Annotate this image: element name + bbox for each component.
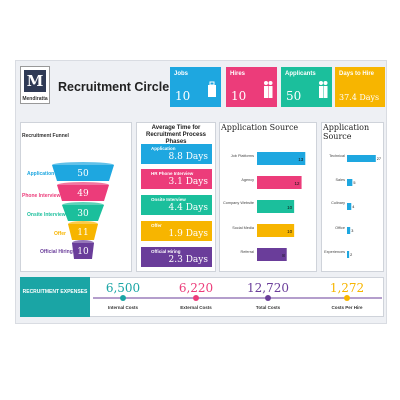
department-panel: [321, 122, 384, 272]
expense-value: 12,720: [247, 281, 289, 295]
department-category-label: Sales: [335, 178, 346, 182]
kpi-value: 50: [286, 89, 302, 103]
kpi-label: Hires: [230, 71, 246, 77]
phase-value: 1.9 Days: [168, 229, 208, 239]
page-title: Recruitment Circle: [58, 80, 170, 94]
phase-value: 4.4 Days: [168, 203, 208, 213]
phase-card-application: Application 8.8 Days: [141, 144, 212, 164]
phase-card-offer: Offer 1.9 Days: [141, 221, 212, 241]
logo-text: Mendiratta: [22, 96, 48, 102]
time-title: Average Time for Recruitment Process Pha…: [145, 125, 207, 145]
source-category-label: Referral: [240, 250, 254, 254]
expense-label: External Costs: [180, 305, 212, 310]
source-panel: [219, 122, 317, 272]
phase-value: 2.3 Days: [168, 255, 208, 265]
funnel-stage-label: Official Hiring: [40, 249, 73, 255]
expense-label: Internal Costs: [107, 305, 138, 310]
expense-value: 1,272: [329, 281, 365, 295]
phase-value: 8.8 Days: [168, 152, 208, 162]
kpi-label: Applicants: [285, 71, 316, 77]
logo-letter: M: [26, 72, 44, 90]
department-category-label: Culinary: [331, 201, 345, 205]
expense-value: 6,500: [105, 281, 141, 295]
source-category-label: Agency: [241, 178, 254, 182]
source-category-label: Job Platforms: [230, 154, 254, 158]
phase-label: Official Hiring: [151, 249, 181, 254]
kpi-value: 10: [175, 89, 191, 103]
kpi-label: Days to Hire: [339, 71, 375, 77]
people-icon: [319, 81, 328, 98]
source-category-label: Social Media: [232, 226, 254, 230]
phase-label: Application: [151, 146, 176, 151]
department-category-label: Experiences: [324, 250, 345, 254]
phase-value: 3.1 Days: [168, 177, 208, 187]
phase-card-phone-interview: HR Phone Interview 3.1 Days: [141, 169, 212, 189]
expense-label: Costs Per Hire: [331, 305, 363, 310]
funnel-title: Recruitment Funnel: [22, 133, 69, 139]
kpi-applicants: Applicants 50: [281, 67, 332, 107]
department-category-label: Technical: [329, 154, 345, 158]
phase-label: Offer: [151, 223, 162, 228]
kpi-days-to-hire: Days to Hire 37.4 Days: [335, 67, 385, 107]
expense-value: 6,220: [178, 281, 214, 295]
funnel-stage-label: Application: [27, 171, 55, 177]
expense-label: Total Costs: [255, 305, 281, 310]
phase-card-onsite-interview: Onsite Interview 4.4 Days: [141, 195, 212, 215]
department-chart-title: Application Source: [323, 123, 370, 141]
source-category-label: Company Website: [223, 201, 254, 205]
briefcase-icon: [208, 81, 216, 97]
funnel-stage-label: Offer: [54, 231, 66, 237]
phase-card-official-hiring: Official Hiring 2.3 Days: [141, 247, 212, 267]
company-logo: M Mendiratta: [20, 66, 50, 104]
funnel-stage-label: Onsite Interview: [27, 212, 66, 218]
kpi-value: 37.4 Days: [339, 93, 380, 102]
source-chart-title: Application Source: [221, 123, 299, 132]
phase-label: HR Phone Interview: [151, 171, 194, 176]
expenses-title: RECRUITMENT EXPENSES: [20, 277, 90, 317]
phase-label: Onsite Interview: [151, 197, 186, 202]
funnel-stage-label: Phone Interview: [22, 193, 61, 199]
department-category-label: Office: [335, 226, 345, 230]
kpi-hires: Hires 10: [226, 67, 277, 107]
kpi-jobs: Jobs 10: [170, 67, 221, 107]
kpi-label: Jobs: [174, 71, 189, 77]
people-icon: [264, 81, 273, 98]
logo-mark: M: [24, 70, 46, 92]
kpi-value: 10: [231, 89, 247, 103]
